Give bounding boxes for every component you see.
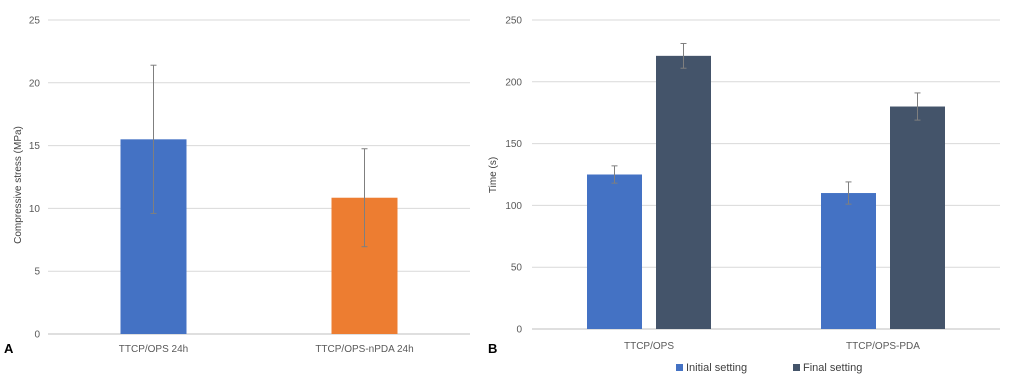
chart-b-legend-label: Final setting [803, 362, 862, 374]
chart-b-x-tick-label: TTCP/OPS-PDA [846, 341, 920, 352]
chart-b-y-axis-label: Time (s) [488, 157, 499, 193]
chart-b-bar [890, 106, 945, 330]
chart-a-panel-label: A [4, 341, 14, 356]
chart-b-x-tick-label: TTCP/OPS [624, 341, 674, 352]
chart-a-x-ticks: TTCP/OPS 24h TTCP/OPS-nPDA 24h [119, 344, 414, 355]
chart-b-y-tick-label: 250 [505, 16, 522, 27]
chart-a-y-axis-label: Compressive stress (MPa) [13, 126, 24, 244]
chart-b-bar [656, 55, 711, 330]
chart-b-y-tick-label: 150 [505, 139, 522, 150]
chart-a-y-tick-label: 10 [29, 204, 41, 215]
chart-b-bar [587, 174, 642, 329]
chart-a-y-ticks: 0 5 10 15 20 25 [29, 16, 41, 341]
chart-b-panel-label: B [488, 341, 497, 356]
chart-a-y-tick-label: 25 [29, 16, 41, 27]
chart-a-gridlines [48, 19, 470, 335]
chart-a-bars [120, 139, 398, 334]
chart-b-y-tick-label: 100 [505, 201, 522, 212]
chart-a-y-tick-label: 0 [34, 330, 40, 341]
chart-a: 0 5 10 15 20 25 TTCP/OPS 24h TTCP/OPS-nPDA 24h… [4, 16, 470, 356]
chart-a-x-tick-label: TTCP/OPS-nPDA 24h [315, 344, 413, 355]
chart-b: 0 50 100 150 200 250 TTCP/OPS TTCP/OPS-PDA Tim… [488, 16, 1000, 374]
chart-b-x-ticks: TTCP/OPS TTCP/OPS-PDA [624, 341, 920, 352]
chart-b-bar [821, 193, 876, 329]
chart-b-error-bars [611, 42, 921, 205]
chart-b-y-tick-label: 200 [505, 77, 522, 88]
chart-a-x-tick-label: TTCP/OPS 24h [119, 344, 188, 355]
chart-b-legend-swatch [676, 364, 683, 371]
chart-b-y-tick-label: 0 [516, 325, 522, 336]
chart-b-y-ticks: 0 50 100 150 200 250 [505, 16, 522, 336]
chart-a-y-tick-label: 15 [29, 141, 41, 152]
chart-b-bars [587, 55, 945, 330]
chart-b-legend: Initial setting Final setting [676, 362, 862, 374]
chart-b-legend-swatch [793, 364, 800, 371]
chart-a-y-tick-label: 20 [29, 78, 41, 89]
chart-a-y-tick-label: 5 [34, 267, 40, 278]
chart-b-legend-label: Initial setting [686, 362, 747, 374]
chart-b-y-tick-label: 50 [511, 263, 523, 274]
chart-a-error-bars [150, 64, 368, 248]
